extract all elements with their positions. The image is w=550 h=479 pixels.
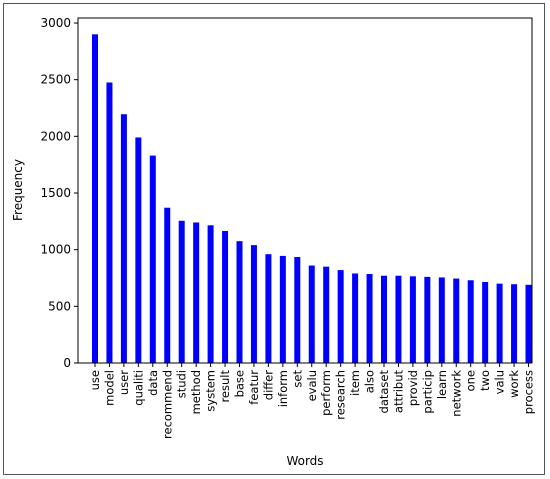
y-tick-label: 500: [48, 299, 71, 313]
bar-qualiti: [135, 137, 142, 363]
x-tick-label: recommend: [160, 370, 174, 439]
y-tick-label: 1500: [40, 186, 71, 200]
x-tick-label: featur: [247, 370, 261, 405]
x-tick-label: research: [334, 370, 348, 420]
x-tick-label: differ: [261, 370, 275, 400]
x-tick-label: user: [117, 370, 131, 395]
y-axis: 0 500 1000 1500 2000 2500 3000: [40, 16, 78, 370]
bar-base: [236, 241, 243, 363]
bar-network: [453, 278, 460, 363]
x-tick-label: system: [204, 370, 218, 412]
x-tick-label: perform: [319, 370, 333, 416]
x-tick-label: network: [449, 370, 463, 417]
x-tick-label: attribut: [391, 370, 405, 414]
bar-two: [482, 281, 489, 363]
x-axis: use model user qualiti data recommend studi met…: [88, 363, 536, 439]
y-tick-label: 3000: [40, 16, 71, 30]
bar-model: [106, 82, 113, 363]
x-tick-label: dataset: [377, 370, 391, 414]
bar-process: [525, 284, 532, 363]
y-tick-label: 2000: [40, 129, 71, 143]
bar-attribut: [395, 275, 402, 363]
x-tick-label: also: [363, 370, 377, 393]
bar-use: [92, 34, 98, 363]
x-tick-label: particip: [420, 370, 434, 414]
bar-valu: [496, 283, 503, 363]
bar-inform: [279, 255, 286, 363]
x-tick-label: inform: [276, 370, 290, 407]
x-tick-label: work: [507, 370, 521, 398]
bar-dataset: [381, 275, 387, 363]
bar-research: [337, 270, 344, 363]
y-tick-label: 0: [63, 356, 71, 370]
bar-particip: [424, 276, 431, 363]
bars-group: [92, 34, 532, 363]
y-tick-label: 2500: [40, 73, 71, 87]
x-tick-label: two: [478, 370, 492, 391]
x-tick-label: provid: [406, 370, 420, 406]
x-tick-label: item: [348, 370, 362, 396]
bar-set: [294, 257, 301, 363]
x-tick-label: data: [146, 370, 160, 396]
bar-provid: [409, 276, 416, 363]
figure-frame: [3, 3, 545, 475]
bar-user: [120, 114, 127, 363]
x-tick-label: set: [290, 370, 304, 388]
bar-also: [366, 274, 373, 363]
bar-one: [467, 280, 474, 363]
y-tick-label: 1000: [40, 243, 71, 257]
bar-work: [511, 284, 518, 363]
x-tick-label: one: [464, 370, 478, 391]
bar-recommend: [164, 207, 171, 363]
bar-learn: [438, 277, 445, 363]
x-tick-label: method: [189, 370, 203, 414]
x-axis-label: Words: [286, 454, 323, 468]
x-tick-label: studi: [175, 370, 189, 398]
bar-studi: [178, 220, 185, 363]
x-tick-label: valu: [493, 370, 507, 394]
x-tick-label: evalu: [305, 370, 319, 401]
plot-area-border: [77, 17, 533, 364]
bar-method: [193, 222, 200, 363]
x-tick-label: process: [522, 370, 536, 414]
bar-data: [149, 155, 156, 363]
bar-evalu: [308, 265, 315, 363]
x-tick-label: qualiti: [131, 370, 145, 406]
bar-perform: [323, 266, 330, 363]
x-tick-label: result: [218, 370, 232, 403]
y-axis-label: Frequency: [11, 159, 25, 221]
bar-differ: [265, 254, 272, 363]
bar-result: [222, 230, 229, 363]
bar-featur: [250, 245, 257, 363]
x-tick-label: base: [233, 370, 247, 397]
bar-system: [207, 225, 214, 363]
x-tick-label: model: [102, 370, 116, 406]
bar-item: [352, 273, 359, 363]
x-tick-label: learn: [435, 370, 449, 399]
x-tick-label: use: [88, 370, 102, 390]
